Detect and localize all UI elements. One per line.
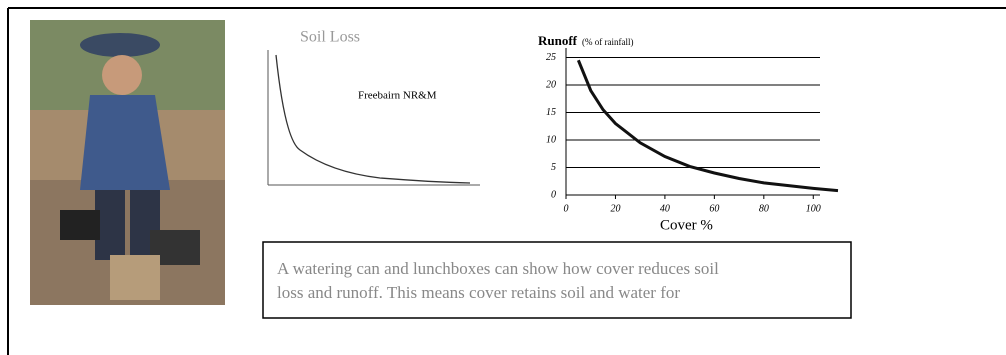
chart-subtitle: (% of rainfall) <box>582 37 633 47</box>
x-tick-label: 100 <box>806 203 821 214</box>
x-tick-label: 80 <box>759 203 769 214</box>
slide: Soil Loss Freebairn NR&M Runoff (% of ra… <box>0 0 1006 355</box>
y-tick-label: 15 <box>546 107 556 118</box>
caption-box <box>263 242 851 318</box>
y-tick-label: 25 <box>546 52 556 63</box>
y-tick-label: 20 <box>546 79 556 90</box>
soil-loss-chart: Soil Loss Freebairn NR&M <box>268 29 480 185</box>
chart-title: Runoff <box>538 33 578 48</box>
caption-line: A watering can and lunchboxes can show h… <box>277 259 719 278</box>
x-axis-label: Cover % <box>660 217 713 233</box>
chart-title: Soil Loss <box>300 29 360 46</box>
caption-line: loss and runoff. This means cover retain… <box>277 283 680 302</box>
x-tick-label: 0 <box>564 203 569 214</box>
annotation: Freebairn NR&M <box>358 90 437 102</box>
x-tick-label: 40 <box>660 203 670 214</box>
photo <box>30 20 225 305</box>
runoff-chart: Runoff (% of rainfall) Cover % 0 5 10 15 20 2… <box>538 33 838 233</box>
slide-canvas: Soil Loss Freebairn NR&M Runoff (% of ra… <box>0 0 1006 355</box>
runoff-line <box>578 60 838 190</box>
y-tick-label: 5 <box>551 162 556 173</box>
curve <box>276 55 470 183</box>
x-tick-label: 20 <box>610 203 620 214</box>
x-tick-label: 60 <box>709 203 719 214</box>
y-tick-label: 10 <box>546 134 556 145</box>
y-tick-label: 0 <box>551 189 556 200</box>
